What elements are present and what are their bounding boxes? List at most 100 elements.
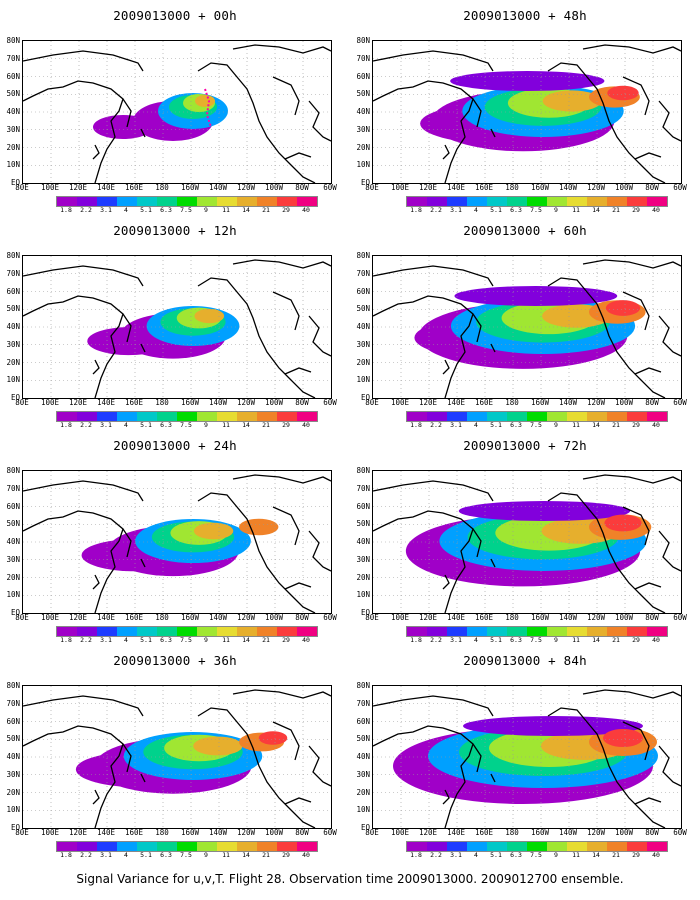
latitude-label: 10N [6,375,20,385]
colorbar-label: 11 [572,636,580,644]
longitude-label: 140E [96,398,116,407]
longitude-label: 160E [474,183,494,192]
colorbar-swatch [297,842,317,851]
latitude-label: 50N [356,304,370,314]
map-panel-84h: 2009013000 + 84h 80N 70N 60N 50N 40N 30N 20N 10N… [350,645,700,860]
latitude-label: 40N [356,537,370,546]
colorbar-swatch [467,842,487,851]
coastline [373,480,494,502]
latitude-label: 40N [6,537,20,546]
map-panel-24h: 2009013000 + 24h 80N 70N 60N 50N 40N 30N 20N 10N… [0,430,350,645]
colorbar-swatch [607,842,627,851]
latitude-labels: 80N 70N 60N 50N 40N 30N 20N 10N EQ [350,681,372,832]
colorbar-label: 7.5 [530,421,542,429]
longitude-label: 100E [40,828,60,837]
colorbar-labels: 1.8 2.2 3.1 4 5.1 6.3 7.5 9 11 14 21 29 40 [56,636,316,645]
colorbar-label: 3.1 [450,206,462,214]
map-plot [23,256,331,398]
latitude-labels: 80N 70N 60N 50N 40N 30N 20N 10N EQ [350,37,372,187]
latitude-label: 60N [356,501,370,511]
colorbar-label: 2.2 [80,851,92,859]
longitude-label: 60W [323,828,337,837]
panel-title: 2009013000 + 48h [463,8,587,23]
colorbar-swatch [567,842,587,851]
colorbar-swatch [237,627,257,636]
colorbar-label: 11 [222,206,230,214]
colorbar-label: 6.3 [160,206,172,214]
latitude-label: 80N [6,36,20,45]
latitude-label: 30N [356,554,370,564]
colorbar-swatch [77,842,97,851]
colorbar-label: 21 [262,206,270,214]
longitude-label: 140E [96,828,116,837]
colorbar-label: 29 [282,851,290,859]
colorbar-label: 5.1 [140,636,152,644]
latitude-label: 20N [6,357,20,367]
colorbar-label: 14 [592,421,600,429]
colorbar-label: 40 [652,421,660,429]
coastline [197,62,316,183]
latitude-label: 50N [6,519,20,529]
longitude-label: 160E [474,398,494,407]
colorbar-label: 5.1 [490,851,502,859]
flight-track [204,88,212,128]
colorbar-swatch [97,627,117,636]
colorbar-label: 5.1 [140,206,152,214]
longitude-label: 180 [505,828,519,837]
longitude-label: 140W [208,613,228,622]
latitude-label: EQ [10,393,20,402]
longitude-label: 120W [586,183,606,192]
coastline [373,695,494,717]
colorbar-label: 11 [572,206,580,214]
latitude-label: 50N [6,304,20,314]
colorbar-swatch [627,197,647,206]
colorbar-label: 14 [242,636,250,644]
latitude-label: EQ [10,178,20,187]
longitude-label: 60W [323,183,337,192]
longitude-label: 140E [96,183,116,192]
longitude-label: 80E [15,183,29,192]
colorbar-label: 5.1 [140,421,152,429]
latitude-label: 50N [356,734,370,744]
coastline [140,128,146,138]
colorbar-labels: 1.8 2.2 3.1 4 5.1 6.3 7.5 9 11 14 21 29 40 [406,851,666,860]
colorbar-swatch [277,842,297,851]
colorbar-label: 4 [474,636,478,644]
coastline [373,265,494,287]
variance-map [22,470,332,614]
colorbar-label: 3.1 [450,636,462,644]
latitude-label: 50N [356,89,370,99]
colorbar-swatch [587,412,607,421]
longitude-label: 80E [15,828,29,837]
coastline [197,492,316,613]
longitude-label: 140E [446,183,466,192]
longitude-label: 80W [295,183,309,192]
colorbar-labels: 1.8 2.2 3.1 4 5.1 6.3 7.5 9 11 14 21 29 40 [56,851,316,860]
coastline [272,721,300,761]
colorbar-label: 29 [632,636,640,644]
panel-title: 2009013000 + 24h [113,438,237,453]
longitude-label: 120W [586,398,606,407]
variance-contour [454,286,618,306]
latitude-label: 80N [356,681,370,690]
variance-contour [258,731,288,745]
variance-contour [195,95,215,107]
latitude-label: 10N [356,805,370,815]
colorbar-swatch [587,842,607,851]
colorbar-label: 40 [302,851,310,859]
coastline [373,80,474,183]
variance-map [22,255,332,399]
colorbar-swatch [97,842,117,851]
colorbar-swatch [467,412,487,421]
colorbar-swatch [137,197,157,206]
longitude-label: 160E [124,398,144,407]
longitude-label: 160W [530,398,550,407]
colorbar-swatch [647,627,667,636]
longitude-label: 140W [558,613,578,622]
longitude-label: 160W [530,613,550,622]
latitude-label: EQ [360,823,370,832]
colorbar-label: 29 [282,421,290,429]
latitude-label: 60N [6,71,20,81]
coastline [622,76,650,116]
coastline [547,62,666,183]
